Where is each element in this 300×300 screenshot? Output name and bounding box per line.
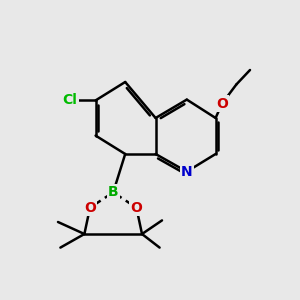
Text: Cl: Cl: [63, 93, 77, 107]
Text: N: N: [181, 165, 193, 178]
Text: O: O: [130, 201, 142, 214]
Text: O: O: [84, 201, 96, 214]
Text: B: B: [108, 185, 119, 200]
Text: O: O: [216, 97, 228, 111]
